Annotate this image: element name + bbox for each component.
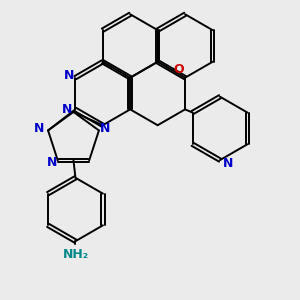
Text: O: O (173, 63, 184, 76)
Text: N: N (62, 103, 73, 116)
Text: N: N (223, 157, 233, 169)
Text: N: N (34, 122, 44, 135)
Text: N: N (64, 69, 74, 82)
Text: NH₂: NH₂ (62, 248, 88, 261)
Text: N: N (100, 122, 110, 135)
Text: N: N (46, 156, 57, 169)
